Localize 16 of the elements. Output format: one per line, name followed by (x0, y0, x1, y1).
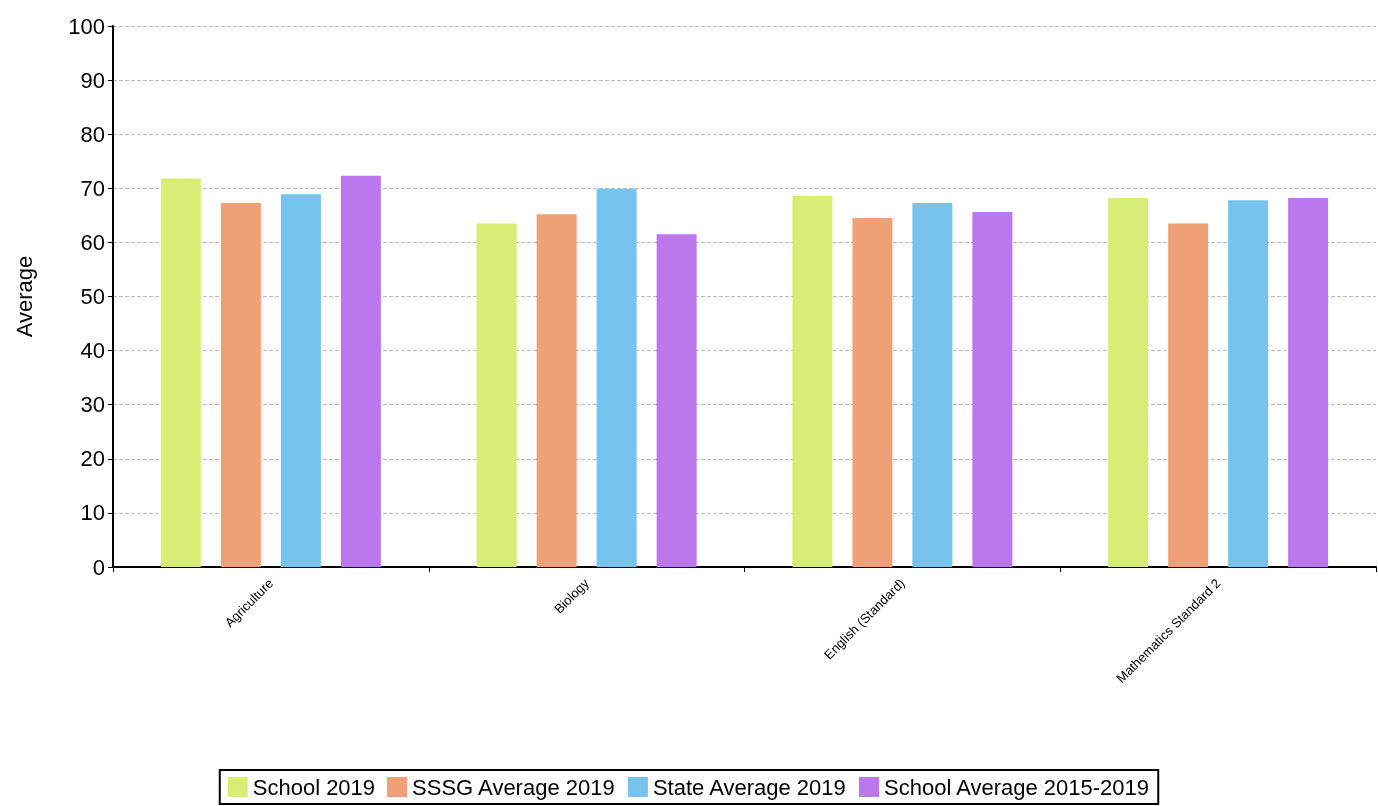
y-tick-label: 50 (80, 284, 105, 309)
legend-label: School Average 2015-2019 (884, 774, 1150, 800)
y-tick-label: 20 (80, 446, 105, 472)
y-tick-label: 40 (80, 338, 105, 364)
y-tick-label: 80 (80, 121, 105, 147)
legend-label: School 2019 (252, 774, 376, 800)
y-tick-label: 90 (80, 67, 105, 93)
y-tick-label: 0 (92, 554, 105, 580)
y-tick-label: 10 (80, 500, 105, 526)
legend-label: SSSG Average 2019 (412, 774, 615, 800)
y-tick-label: 60 (80, 229, 105, 255)
y-tick-label: 30 (80, 392, 105, 418)
y-tick-label: 100 (68, 13, 105, 39)
y-axis-title: Average (11, 255, 37, 338)
legend-label: State Average 2019 (652, 774, 846, 800)
y-tick-label: 70 (80, 175, 105, 201)
